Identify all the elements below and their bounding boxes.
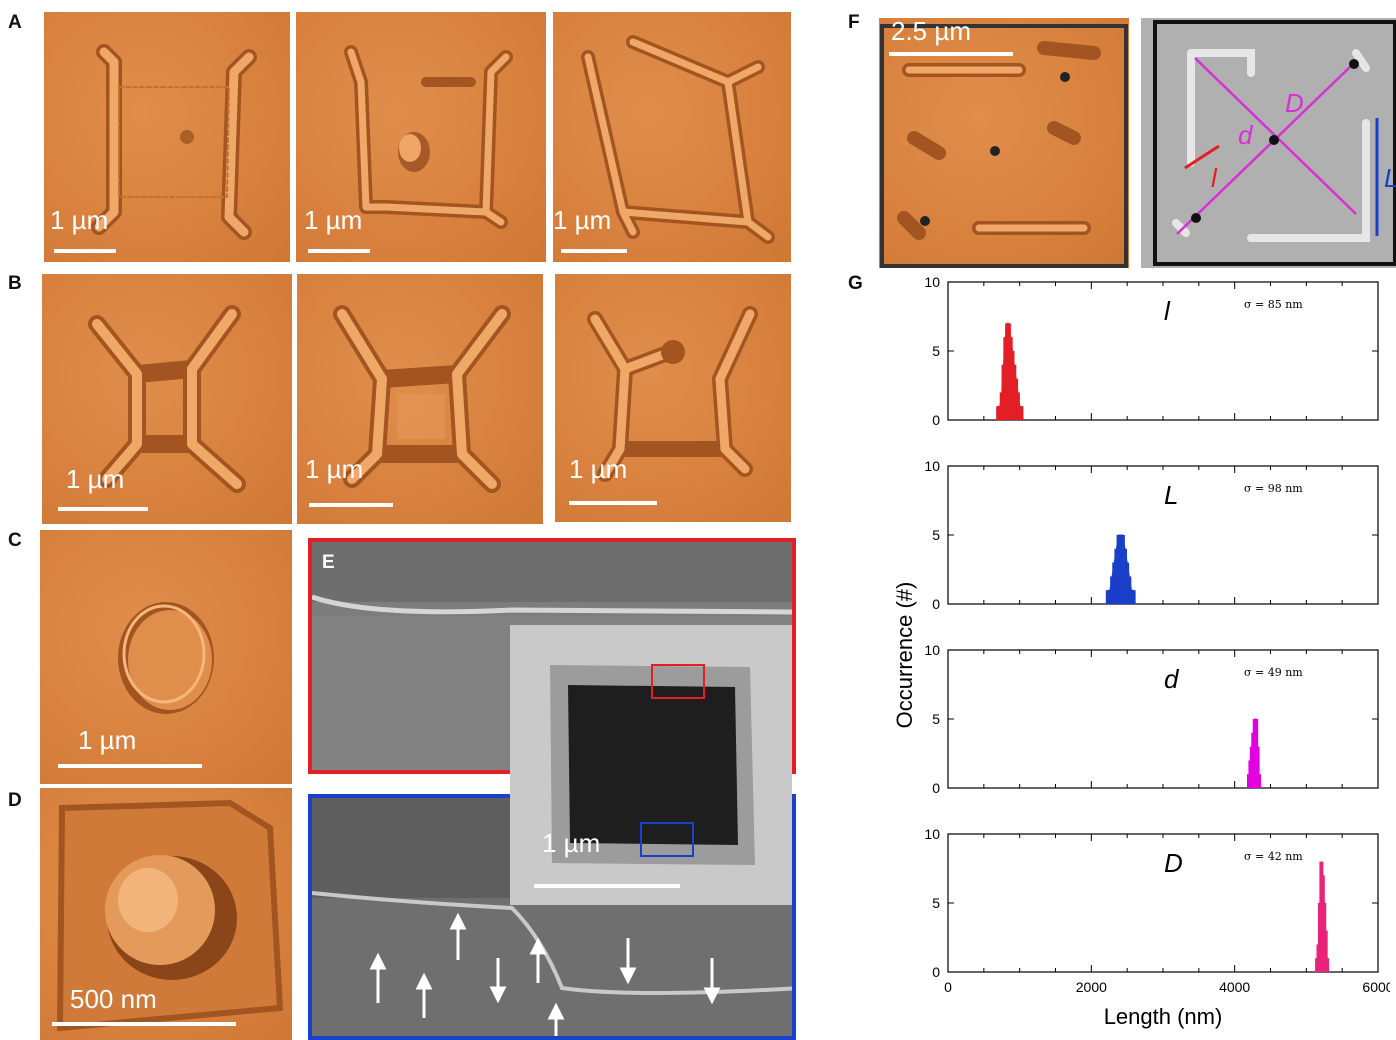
scalebar [561, 249, 627, 253]
hist-bar [1129, 590, 1134, 604]
label-l-small: l [1211, 163, 1217, 193]
panel-letter-g: G [848, 273, 863, 294]
panel-letter-c: C [8, 530, 22, 551]
afm-image-b1: 1 µm [42, 274, 292, 524]
scalebar [54, 249, 116, 253]
hist-bar [1105, 590, 1110, 604]
y-tick-label: 10 [924, 458, 940, 474]
hist-envelope [1248, 718, 1260, 775]
plot-frame [947, 649, 1379, 789]
scalebar [58, 507, 148, 511]
scalebar-label: 1 µm [304, 205, 363, 235]
hist-bar [1107, 590, 1112, 604]
x-axis-label: Length (nm) [1104, 1004, 1223, 1029]
sigma-label: σ = 98 nm [1244, 482, 1303, 495]
subplot-label: l [1164, 296, 1171, 326]
scalebar-label: 1 µm [569, 454, 628, 484]
scalebar-label: 1 µm [553, 205, 612, 235]
hist-bar [1112, 562, 1117, 604]
afm-image-b2: 1 µm [297, 274, 543, 524]
y-axis-label: Occurrence (#) [892, 582, 917, 729]
scalebar-label: 1 µm [78, 725, 137, 755]
x-tick-label: 2000 [1076, 979, 1107, 995]
y-tick-label: 5 [932, 343, 940, 359]
panel-letter-e: E [322, 552, 335, 573]
scalebar [534, 884, 680, 888]
x-tick-label: 0 [944, 979, 952, 995]
y-tick-label: 5 [932, 711, 940, 727]
afm-image-b3: 1 µm [555, 274, 791, 522]
hist-bar [1114, 548, 1119, 604]
y-tick-label: 0 [932, 780, 940, 796]
scalebar-label: 1 µm [50, 205, 109, 235]
y-tick-label: 10 [924, 826, 940, 842]
label-d-small: d [1238, 120, 1253, 150]
scalebar-label: 2.5 µm [891, 18, 972, 46]
scalebar [309, 503, 393, 507]
label-d-large: D [1285, 88, 1304, 118]
label-l-large: L [1384, 163, 1396, 194]
afm-image-f: 2.5 µm [879, 18, 1129, 268]
y-tick-label: 0 [932, 412, 940, 428]
afm-image-d: 500 nm [40, 788, 292, 1040]
hist-bar [1325, 958, 1330, 972]
hist-bar [1127, 576, 1132, 604]
subplot-label: L [1164, 480, 1178, 510]
hist-bar [1019, 406, 1024, 420]
panel-letter-d: D [8, 790, 22, 811]
subplot-label: D [1164, 848, 1183, 878]
panel-letter-b: B [8, 273, 22, 294]
y-tick-label: 0 [932, 596, 940, 612]
sigma-label: σ = 49 nm [1244, 666, 1303, 679]
hist-bar [1123, 548, 1128, 604]
hist-envelope [998, 322, 1022, 407]
hist-bar [1125, 562, 1130, 604]
x-tick-label: 4000 [1219, 979, 1250, 995]
scalebar [889, 52, 1013, 56]
scalebar-label: 500 nm [70, 984, 157, 1014]
y-tick-label: 5 [932, 895, 940, 911]
histogram-chart: 0 5 10 l σ = 85 nm 0 5 10 L σ = 98 nm 0 5 10 d σ = 49 … [892, 274, 1390, 1029]
y-tick-label: 10 [924, 642, 940, 658]
sigma-label: σ = 42 nm [1244, 850, 1303, 863]
scalebar-label: 1 µm [66, 464, 125, 494]
plot-frame [947, 465, 1379, 605]
sigma-label: σ = 85 nm [1244, 298, 1303, 311]
afm-image-a3: 1 µm [553, 12, 791, 262]
hist-bar [1323, 930, 1328, 972]
scalebar [308, 249, 370, 253]
hist-bar [1120, 535, 1125, 604]
hist-bar [1116, 535, 1121, 604]
subplot-label: d [1164, 664, 1180, 694]
sem-image-f: d D l L [1141, 18, 1396, 268]
hist-envelope [1316, 861, 1328, 959]
afm-image-c: 1 µm [40, 530, 292, 784]
x-tick-label: 6000 [1362, 979, 1390, 995]
y-tick-label: 10 [924, 274, 940, 290]
hist-bar [1118, 535, 1123, 604]
y-tick-label: 5 [932, 527, 940, 543]
scalebar [52, 1022, 236, 1026]
hist-bar [1257, 774, 1262, 788]
panel-letter-a: A [8, 12, 22, 33]
hist-envelope [1107, 534, 1134, 591]
hist-bar [1131, 590, 1136, 604]
y-tick-label: 0 [932, 964, 940, 980]
afm-image-a1: 1 µm [44, 12, 290, 262]
scalebar-label: 1 µm [305, 454, 364, 484]
panel-letter-f: F [848, 12, 860, 33]
scalebar [58, 764, 202, 768]
scalebar [569, 501, 657, 505]
hist-bar [1255, 746, 1260, 788]
hist-bar [1110, 576, 1115, 604]
sem-overview-inset: 1 µm [510, 625, 792, 905]
plot-frame [947, 833, 1379, 973]
afm-image-a2: 1 µm [296, 12, 546, 262]
scalebar-label: 1 µm [542, 828, 601, 858]
